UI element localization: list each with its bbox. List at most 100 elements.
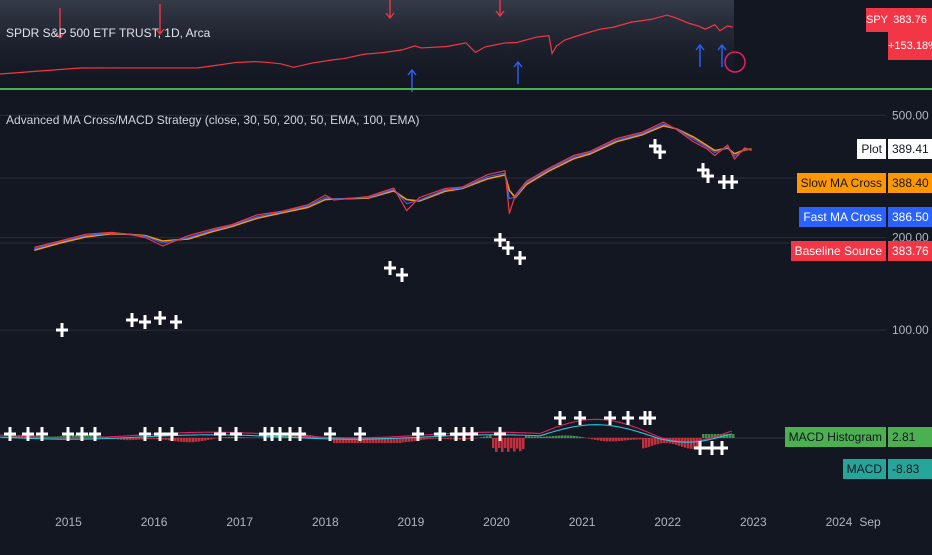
macd-histogram-bar <box>636 438 639 440</box>
macd-histogram-bar <box>684 438 687 448</box>
macd-signal-marker <box>139 433 151 436</box>
macd-histogram-bar <box>648 438 651 447</box>
macd-histogram-bar <box>561 435 564 438</box>
macd-histogram-bar <box>492 438 495 448</box>
macd-signal-marker <box>574 417 586 420</box>
signal-marker <box>726 181 738 184</box>
overlay-area <box>0 0 734 88</box>
macd-signal-marker <box>230 433 242 436</box>
macd-histogram-bar <box>411 438 414 441</box>
y-tick-label: 500.00 <box>892 108 929 122</box>
macd-histogram-bar <box>399 438 402 443</box>
legend-value: 2.81 <box>888 427 932 447</box>
macd-signal-marker <box>604 417 616 420</box>
macd-histogram-bar <box>186 438 189 442</box>
macd-signal-marker <box>294 433 306 436</box>
legend-label: Baseline Source <box>791 241 886 261</box>
legend-label: MACD <box>843 459 886 479</box>
macd-histogram-bar <box>522 438 525 449</box>
macd-histogram-bar <box>702 434 705 438</box>
signal-marker <box>154 317 166 320</box>
macd-histogram-bar <box>426 438 429 439</box>
macd-signal-marker <box>324 433 336 436</box>
macd-histogram-bar <box>615 438 618 441</box>
macd-histogram-bar <box>552 436 555 438</box>
macd-histogram-bar <box>267 437 270 438</box>
x-tick-label: Sep <box>859 515 881 529</box>
macd-histogram-bar <box>222 437 225 438</box>
macd-histogram-bar <box>528 436 531 438</box>
pane-divider[interactable] <box>0 88 932 90</box>
signal-marker <box>384 267 396 270</box>
indicator-title[interactable]: Advanced MA Cross/MACD Strategy (close, … <box>6 113 420 127</box>
macd-histogram-bar <box>135 438 138 440</box>
macd-histogram-bar <box>459 438 462 440</box>
macd-signal-marker <box>644 417 656 420</box>
macd-histogram-bar <box>204 438 207 441</box>
macd-histogram-bar <box>165 438 168 440</box>
legend-label: Slow MA Cross <box>797 173 886 193</box>
macd-histogram-bar <box>570 436 573 438</box>
macd-histogram-bar <box>633 438 636 440</box>
x-tick-label: 2022 <box>654 515 681 529</box>
macd-histogram-bar <box>210 438 213 439</box>
macd-histogram-bar <box>651 438 654 446</box>
macd-histogram-bar <box>567 435 570 438</box>
macd-histogram-bar <box>141 438 144 439</box>
macd-histogram-bar <box>516 438 519 449</box>
signal-marker <box>396 274 408 277</box>
signal-marker <box>170 321 182 324</box>
macd-histogram-bar <box>597 438 600 440</box>
macd-histogram-bar <box>126 438 129 440</box>
legend-value: 388.40 <box>888 173 932 193</box>
macd-histogram-bar <box>138 438 141 440</box>
macd-histogram-bar <box>201 438 204 441</box>
macd-histogram-bar <box>408 438 411 442</box>
macd-signal-marker <box>554 417 566 420</box>
macd-histogram-bar <box>168 438 171 440</box>
macd-histogram-bar <box>243 437 246 438</box>
macd-histogram-bar <box>687 438 690 448</box>
x-tick-label: 2016 <box>141 515 168 529</box>
macd-histogram-bar <box>447 438 450 439</box>
macd-histogram-bar <box>198 438 201 442</box>
macd-signal-marker <box>154 433 166 436</box>
macd-histogram-bar <box>618 438 621 441</box>
macd-signal-marker <box>76 433 88 436</box>
x-tick-label: 2021 <box>569 515 596 529</box>
macd-histogram-bar <box>213 438 216 439</box>
legend-label: Fast MA Cross <box>799 207 886 227</box>
macd-histogram-bar <box>603 438 606 441</box>
legend-value: 383.76 <box>888 241 932 261</box>
macd-histogram-bar <box>231 437 234 438</box>
macd-histogram-bar <box>483 437 486 438</box>
macd-histogram-bar <box>180 438 183 442</box>
macd-histogram-bar <box>177 438 180 442</box>
macd-histogram-bar <box>480 437 483 438</box>
macd-signal-marker <box>694 447 706 450</box>
macd-histogram-bar <box>705 434 708 438</box>
macd-signal-marker <box>434 433 446 436</box>
macd-histogram-bar <box>540 437 543 438</box>
macd-signal-marker <box>214 433 226 436</box>
macd-signal-marker <box>4 433 16 436</box>
macd-histogram-bar <box>240 437 243 438</box>
signal-marker <box>56 329 68 332</box>
signal-marker <box>494 239 506 242</box>
macd-histogram-bar <box>594 438 597 440</box>
macd-signal-marker <box>166 433 178 436</box>
macd-histogram-bar <box>627 438 630 440</box>
macd-signal-marker <box>466 433 478 436</box>
macd-histogram-bar <box>600 438 603 441</box>
ticker-badge: SPY <box>866 8 888 32</box>
signal-marker <box>654 151 666 154</box>
macd-histogram-bar <box>531 436 534 438</box>
macd-histogram-bar <box>507 438 510 452</box>
price-badge: 383.76 <box>888 8 932 32</box>
macd-histogram-bar <box>549 436 552 438</box>
macd-histogram-bar <box>573 436 576 438</box>
macd-histogram-bar <box>150 438 153 439</box>
macd-histogram-bar <box>183 438 186 442</box>
